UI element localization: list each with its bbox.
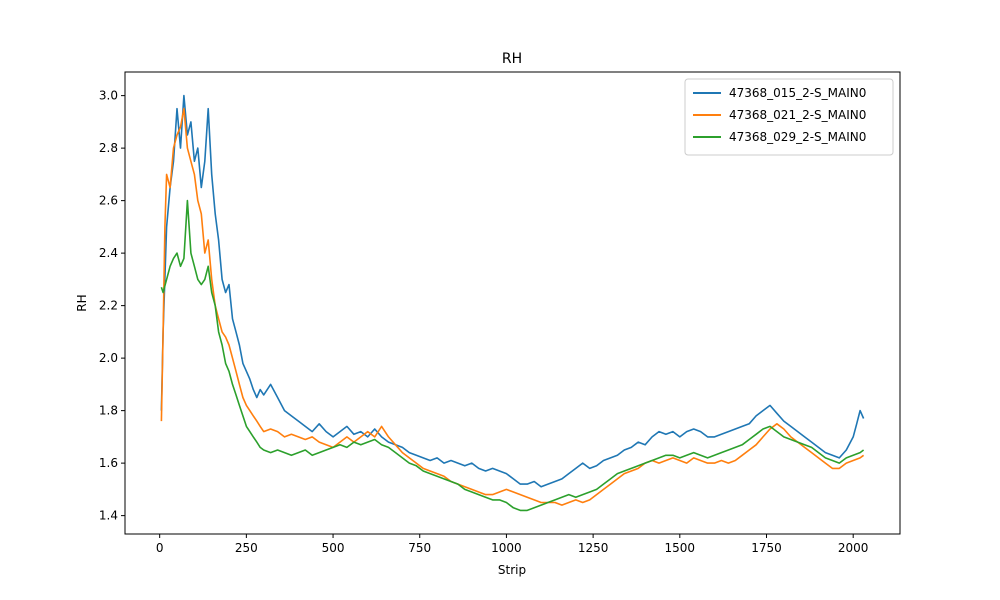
plot-frame (124, 71, 901, 535)
x-tick-label: 1750 (751, 541, 782, 555)
x-tick-label: 250 (235, 541, 258, 555)
y-axis-label: RH (75, 294, 89, 311)
y-tick-label: 1.4 (99, 509, 118, 523)
plot-lines (160, 94, 865, 512)
x-axis-label: Strip (498, 563, 526, 577)
legend-box (684, 78, 894, 156)
y-axis: 1.4 1.6 1.8 2.0 2.2 2.4 2.6 2.8 3.0 (99, 89, 125, 523)
series-line-3 (160, 199, 865, 512)
x-axis: 0 250 500 750 1000 1250 1500 1750 2000 (156, 534, 869, 555)
series-line-1 (160, 94, 865, 488)
x-tick-label: 0 (156, 541, 164, 555)
y-tick-label: 3.0 (99, 89, 118, 103)
legend-label-3: 47368_029_2-S_MAIN0 (729, 130, 866, 144)
y-tick-label: 1.8 (99, 404, 118, 418)
x-tick-label: 500 (322, 541, 345, 555)
x-tick-label: 1000 (491, 541, 522, 555)
legend: 47368_015_2-S_MAIN0 47368_021_2-S_MAIN0 47… (684, 78, 894, 156)
series-line-2 (160, 107, 865, 506)
x-tick-label: 1500 (665, 541, 696, 555)
y-tick-label: 2.6 (99, 194, 118, 208)
chart-title: RH (502, 51, 522, 67)
x-tick-label: 2000 (838, 541, 869, 555)
x-tick-label: 750 (408, 541, 431, 555)
y-tick-label: 2.2 (99, 299, 118, 313)
y-tick-label: 2.0 (99, 351, 118, 365)
y-tick-label: 2.4 (99, 246, 118, 260)
legend-label-2: 47368_021_2-S_MAIN0 (729, 108, 866, 122)
x-tick-label: 1250 (578, 541, 609, 555)
y-tick-label: 2.8 (99, 141, 118, 155)
legend-label-1: 47368_015_2-S_MAIN0 (729, 86, 866, 100)
y-tick-label: 1.6 (99, 456, 118, 470)
